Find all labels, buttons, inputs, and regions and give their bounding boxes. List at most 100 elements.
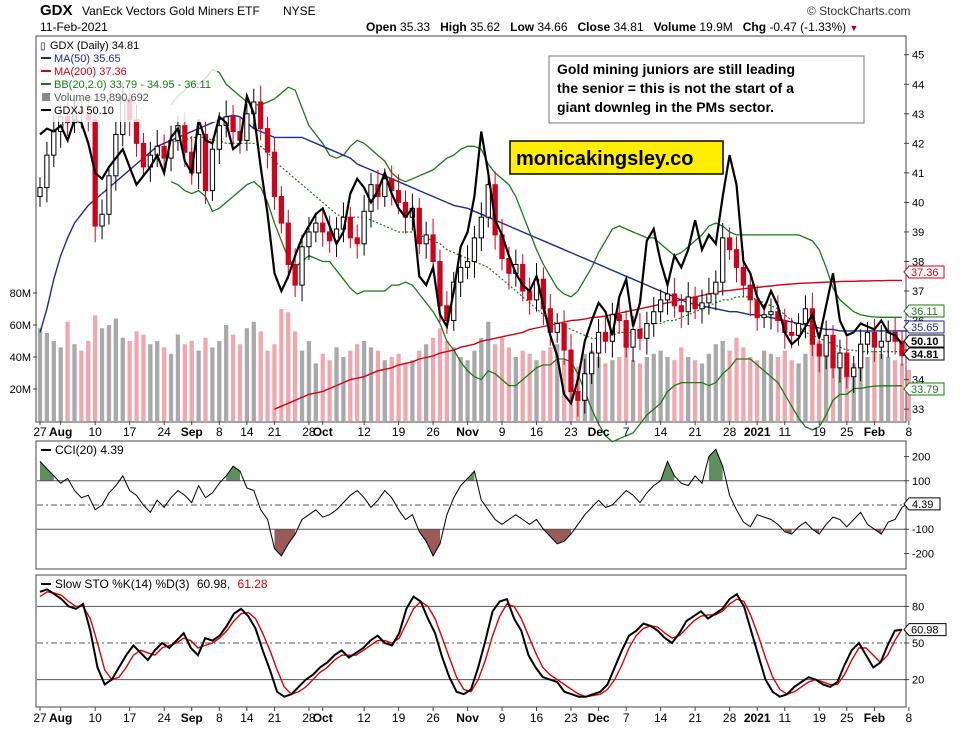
candle-body	[864, 331, 871, 345]
x-tick-label: 16	[530, 711, 544, 725]
open-label: Open	[366, 20, 397, 34]
x-tick-label: Oct	[313, 425, 333, 439]
volume-bar	[348, 350, 353, 421]
sto-legend-k: 60.98	[197, 577, 227, 591]
x-tick-label: 28	[723, 425, 737, 439]
volume-bar	[548, 347, 553, 421]
volume-bar	[892, 360, 898, 421]
x-tick-label: 16	[530, 425, 544, 439]
sto-tick-label: 20	[912, 675, 924, 687]
candle-body	[202, 133, 209, 192]
candle-body	[768, 311, 774, 316]
price-tag-ma50	[903, 320, 945, 334]
chg-value: -0.47 (-1.33%)	[769, 20, 847, 34]
candle-body	[285, 222, 291, 265]
candle-body	[616, 314, 622, 322]
candle-body	[361, 210, 367, 245]
candle-body	[313, 222, 319, 233]
volume-bar	[830, 347, 836, 421]
candle-body	[244, 113, 250, 141]
candle-body	[720, 237, 726, 283]
x-tick-label: 17	[123, 711, 137, 725]
x-tick-label: 10	[88, 711, 102, 725]
volume-bar	[265, 350, 270, 421]
volume-bar	[286, 312, 291, 421]
volume-bar	[458, 357, 463, 421]
candle-body	[464, 260, 471, 268]
legend-ma200: MA(200) 37.36	[54, 66, 127, 78]
volume-bar	[237, 344, 243, 421]
candle-body	[623, 320, 629, 348]
ohlc-readout: Open 35.33 High 35.62 Low 34.66 Close 34…	[366, 20, 858, 34]
volume-bar	[327, 360, 332, 421]
volume-bar	[534, 360, 539, 421]
price-tag-label-bb_upper: 36.11	[911, 306, 938, 318]
x-tick-label: 14	[654, 711, 668, 725]
volume-bar	[444, 341, 450, 421]
gdxj-line	[39, 91, 903, 406]
volume-tick-label: 40M	[10, 352, 31, 364]
candle-body	[692, 296, 698, 310]
cci-panel: 200 100 -100 -200 4.39	[37, 448, 941, 560]
volume-bar	[879, 353, 884, 421]
price-tick-label: 42	[912, 138, 924, 150]
candle-body	[802, 308, 809, 325]
volume-bar	[272, 344, 277, 421]
x-tick-label: Oct	[313, 711, 333, 725]
sto-legend-prefix: Slow STO %K(14) %D(3)	[55, 577, 189, 591]
cci-last-tag	[903, 497, 941, 511]
candle-body	[209, 148, 216, 192]
x-tick-label: 17	[123, 425, 137, 439]
volume-bar	[355, 344, 360, 421]
volume-bar	[472, 350, 477, 421]
chg-label: Chg	[742, 20, 767, 34]
candle-body	[230, 116, 236, 133]
x-tick-label: 25	[840, 425, 854, 439]
candle-body	[347, 216, 353, 239]
x-tick-label: 7	[623, 425, 630, 439]
price-panel: 20M40M60M80M3334353637383940414243444537…	[10, 50, 945, 443]
sto-legend: Slow STO %K(14) %D(3) 60.98, 61.28	[55, 577, 268, 591]
cci-overbought-fill	[40, 461, 54, 481]
candle-body	[644, 323, 650, 339]
x-tick-label: 7	[623, 711, 630, 725]
volume-bar	[375, 350, 381, 421]
volume-bar	[706, 353, 712, 421]
price-panel-frame	[35, 35, 907, 423]
volume-bar	[837, 357, 843, 421]
volume-bar	[899, 363, 905, 421]
volume-bar	[492, 344, 498, 421]
price-tag-ma200	[903, 265, 945, 279]
candle-body	[878, 340, 884, 348]
candle-body	[651, 311, 657, 325]
candle-body	[37, 187, 43, 198]
cci-overbought-fill	[708, 449, 723, 481]
volume-bar	[141, 334, 146, 421]
volume-bar	[382, 360, 387, 421]
x-tick-label: 8	[906, 425, 913, 439]
cci-legend: CCI(20) 4.39	[55, 443, 124, 457]
candle-body	[706, 293, 712, 304]
candle-body	[699, 302, 705, 310]
high-value: 35.62	[470, 20, 501, 34]
candle-body	[837, 352, 843, 369]
volume-bar	[699, 363, 705, 421]
annotation-note: Gold mining juniors are still leading th…	[548, 55, 865, 124]
cci-overbought-fill	[660, 461, 675, 481]
volume-bar	[299, 350, 305, 421]
volume-bar	[658, 350, 663, 421]
candle-body	[713, 281, 719, 295]
candle-body	[278, 196, 284, 224]
volume-bar	[279, 309, 284, 421]
sto-legend-d: 61.28	[238, 577, 268, 591]
x-tick-label: 12	[357, 711, 371, 725]
legend-candle-icon: ▯	[40, 41, 46, 52]
volume-bar	[741, 347, 746, 421]
volume-bar	[789, 360, 794, 421]
x-tick-label: 11	[779, 711, 792, 725]
x-tick-label: 24	[157, 425, 171, 439]
open-value: 35.33	[400, 20, 431, 34]
candle-body	[320, 222, 326, 233]
sto-panel: 80 50 20 60.98	[37, 588, 947, 698]
